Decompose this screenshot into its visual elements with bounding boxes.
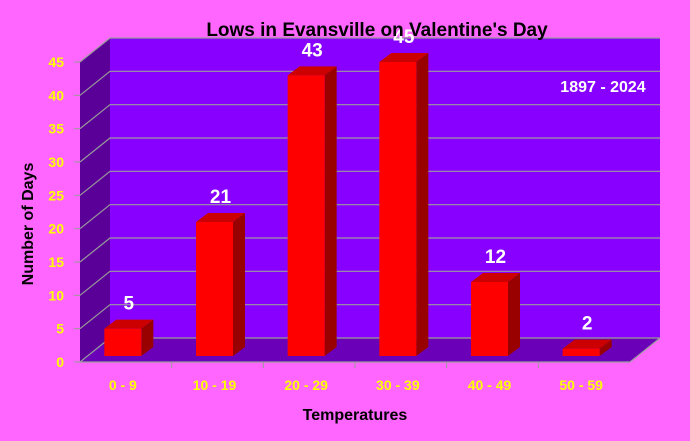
gridline	[79, 104, 660, 130]
y-tick-label: 35	[48, 121, 64, 137]
bar	[379, 53, 429, 356]
gridline	[79, 37, 660, 63]
data-labels: 5 21 43 45 12 2	[124, 27, 593, 335]
side-wall	[80, 38, 110, 362]
gridline	[79, 237, 660, 263]
x-axis-ticks: 0 - 9 10 - 19 20 - 29 30 - 39 40 - 49 50 - 59	[109, 362, 603, 393]
gridline	[79, 270, 660, 296]
bar-top	[196, 213, 245, 222]
y-axis-title: Number of Days	[20, 163, 37, 286]
x-tick-label: 10 - 19	[193, 377, 237, 393]
bar	[196, 213, 245, 356]
y-tick-label: 40	[48, 87, 64, 103]
bar-front	[471, 282, 508, 356]
x-tick-label: 40 - 49	[468, 377, 512, 393]
y-tick-label: 10	[48, 287, 64, 303]
bar-side	[141, 319, 154, 356]
y-tick-label: 45	[48, 54, 64, 70]
bar-side	[599, 339, 612, 356]
y-tick-label: 25	[48, 187, 64, 203]
y-tick-label: 0	[56, 354, 64, 370]
data-label: 21	[210, 187, 232, 208]
y-tick-label: 5	[56, 321, 64, 337]
data-label: 2	[582, 314, 593, 335]
bar	[287, 66, 337, 356]
gridline	[79, 137, 660, 163]
data-label: 12	[485, 247, 506, 268]
bar-front	[196, 222, 233, 356]
bar	[104, 319, 154, 356]
x-axis-title: Temperatures	[303, 407, 408, 424]
bar-top	[287, 66, 337, 76]
bar-side	[416, 53, 429, 356]
data-label: 43	[302, 40, 323, 61]
data-label: 5	[124, 294, 135, 315]
gridline	[79, 204, 660, 230]
bar	[562, 339, 612, 356]
floor-edge	[629, 337, 661, 363]
gridline	[79, 70, 660, 96]
bar-side	[324, 66, 337, 356]
bar-top	[471, 273, 520, 282]
year-range-annotation: 1897 - 2024	[560, 79, 646, 96]
x-tick-label: 0 - 9	[109, 377, 137, 393]
bar-front	[379, 62, 417, 356]
chart-title: Lows in Evansville on Valentine's Day	[206, 20, 548, 41]
gridline	[79, 170, 660, 196]
x-tick-label: 20 - 29	[284, 377, 328, 393]
x-tick-label: 50 - 59	[559, 377, 603, 393]
y-axis-ticks: 0 5 10 15 20 25 30 35 40 45	[48, 54, 80, 370]
bar-side	[233, 213, 245, 356]
bar-front	[562, 348, 600, 356]
y-tick-label: 20	[48, 221, 64, 237]
bar	[471, 273, 520, 356]
bar-top	[562, 339, 612, 349]
data-label: 45	[393, 27, 415, 48]
y-tick-label: 30	[48, 154, 64, 170]
bar-top	[379, 53, 429, 62]
bar-front	[287, 75, 325, 356]
bar-side	[508, 273, 520, 356]
y-tick-label: 15	[48, 254, 64, 270]
x-tick-label: 30 - 39	[376, 377, 420, 393]
bar-top	[104, 319, 154, 329]
bar-front	[104, 328, 142, 356]
bar-series	[104, 53, 612, 356]
